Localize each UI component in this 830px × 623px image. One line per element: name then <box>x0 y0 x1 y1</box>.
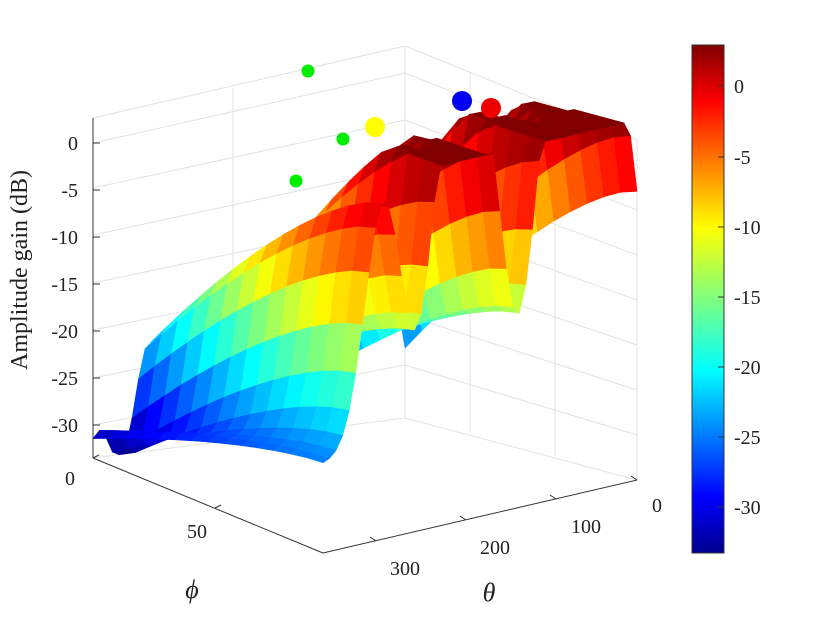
phi-tick-label: 50 <box>187 521 207 543</box>
marker-dot <box>481 98 501 118</box>
theta-tick-label: 100 <box>571 516 601 538</box>
marker-dot <box>365 117 385 137</box>
colorbar-tick-label: -5 <box>734 147 751 169</box>
colorbar-tick-label: -20 <box>734 357 761 379</box>
z-tick-label: -5 <box>61 180 78 202</box>
theta-ticks <box>369 475 638 542</box>
z-tick-label: 0 <box>68 133 78 155</box>
colorbar-tick-label: -10 <box>734 217 761 239</box>
surface-patch <box>305 452 331 464</box>
markers <box>289 64 501 188</box>
colorbar-ticks <box>718 85 724 508</box>
marker-dot <box>336 132 350 146</box>
z-axis-label: Amplitude gain (dB) <box>7 170 33 370</box>
colorbar-tick-label: -30 <box>734 497 761 519</box>
colorbar <box>691 44 725 554</box>
z-ticks <box>93 142 100 426</box>
theta-tick-label: 300 <box>390 558 420 580</box>
theta-tick-label: 0 <box>652 495 662 517</box>
colorbar-tick-label: -25 <box>734 427 761 449</box>
theta-tick-label: 200 <box>480 537 510 559</box>
marker-dot <box>289 174 303 188</box>
phi-axis-label: ϕ <box>185 575 198 604</box>
phi-tick-label: 0 <box>65 468 75 490</box>
surface-mesh <box>92 101 638 464</box>
marker-dot <box>301 64 315 78</box>
marker-dot <box>452 91 472 111</box>
z-tick-label: -25 <box>51 368 78 390</box>
phi-ticks <box>92 454 222 509</box>
colorbar-tick-label: -15 <box>734 287 761 309</box>
theta-axis-label: θ <box>483 578 496 607</box>
z-tick-label: -20 <box>51 321 78 343</box>
z-tick-label: -30 <box>51 415 78 437</box>
colorbar-tick-label: 0 <box>734 76 744 98</box>
z-tick-label: -10 <box>51 227 78 249</box>
z-tick-label: -15 <box>51 274 78 296</box>
